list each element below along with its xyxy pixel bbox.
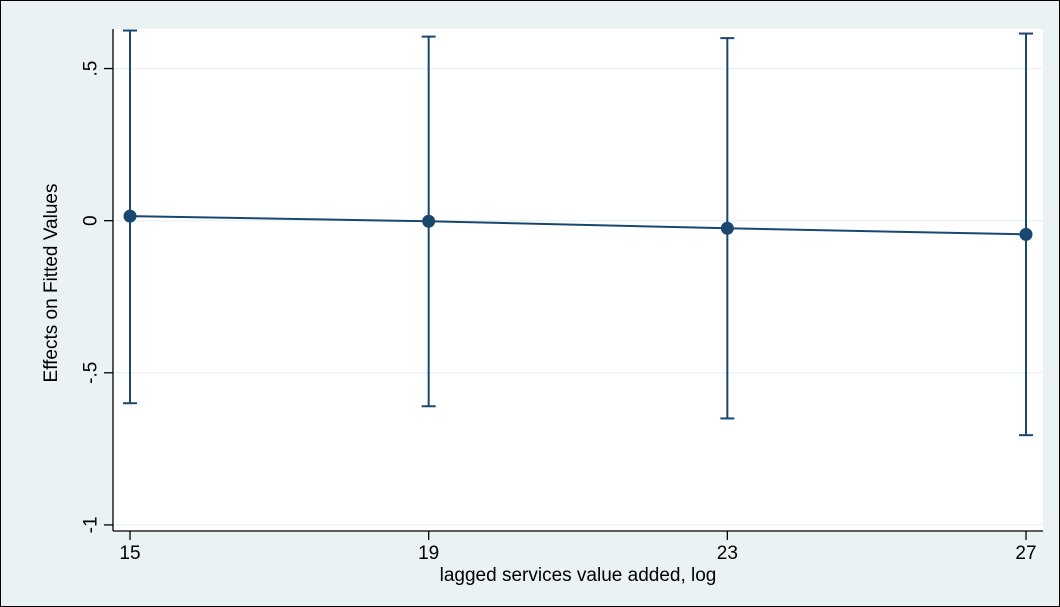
x-axis: 15 19 23 27 (113, 530, 1043, 564)
data-point-0 (123, 209, 137, 223)
x-tick-label-0: 15 (119, 543, 140, 564)
x-axis-title: lagged services value added, log (440, 565, 717, 586)
series-lines (129, 215, 1027, 236)
x-tick-label-1: 19 (418, 543, 439, 564)
series-line-0 (129, 215, 1027, 236)
y-tick-label-1: 0 (81, 215, 102, 226)
grid-lines (113, 67, 1043, 526)
y-tick-label-0: .5 (81, 61, 102, 77)
data-point-2 (720, 221, 734, 235)
y-axis: .5 0 -.5 -1 (81, 29, 114, 533)
x-tick-label-3: 27 (1015, 543, 1036, 564)
y-tick-label-3: -1 (81, 516, 102, 533)
y-tick-label-2: -.5 (81, 362, 102, 384)
data-point-1 (422, 214, 436, 228)
plot-area (113, 29, 1043, 531)
series-points (123, 209, 1033, 241)
y-axis-title: Effects on Fitted Values (41, 184, 62, 383)
x-tick-label-2: 23 (717, 543, 738, 564)
data-point-3 (1019, 227, 1033, 241)
